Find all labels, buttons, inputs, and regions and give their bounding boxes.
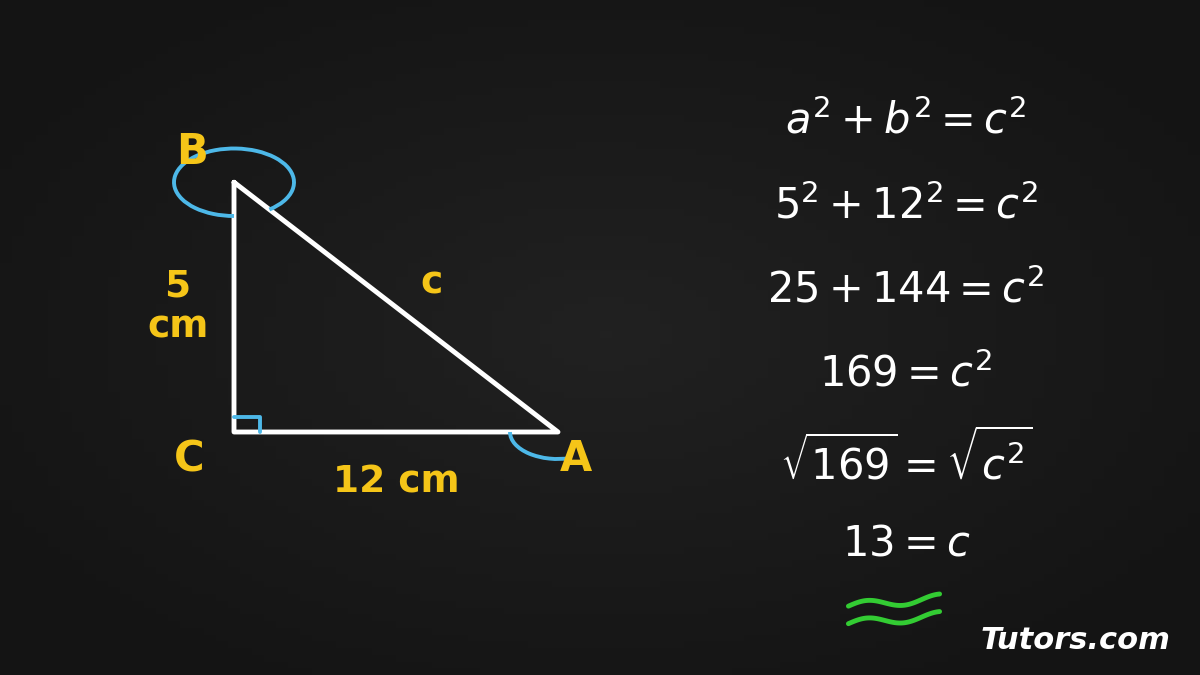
Text: 12 cm: 12 cm — [332, 464, 460, 501]
Text: $5^2 + 12^2 = c^2$: $5^2 + 12^2 = c^2$ — [774, 185, 1038, 227]
Text: B: B — [176, 131, 208, 173]
Text: $13 = c$: $13 = c$ — [842, 522, 970, 564]
Text: 5
cm: 5 cm — [146, 269, 209, 346]
Text: A: A — [560, 438, 592, 480]
Text: c: c — [421, 265, 443, 302]
Text: Tutors.com: Tutors.com — [980, 626, 1170, 655]
Text: $169 = c^2$: $169 = c^2$ — [820, 354, 992, 396]
Text: $25 + 144 = c^2$: $25 + 144 = c^2$ — [768, 269, 1044, 311]
Text: $a^2 + b^2 = c^2$: $a^2 + b^2 = c^2$ — [785, 101, 1027, 142]
Text: $\sqrt{169} = \sqrt{c^2}$: $\sqrt{169} = \sqrt{c^2}$ — [780, 430, 1032, 488]
Text: C: C — [174, 438, 205, 480]
